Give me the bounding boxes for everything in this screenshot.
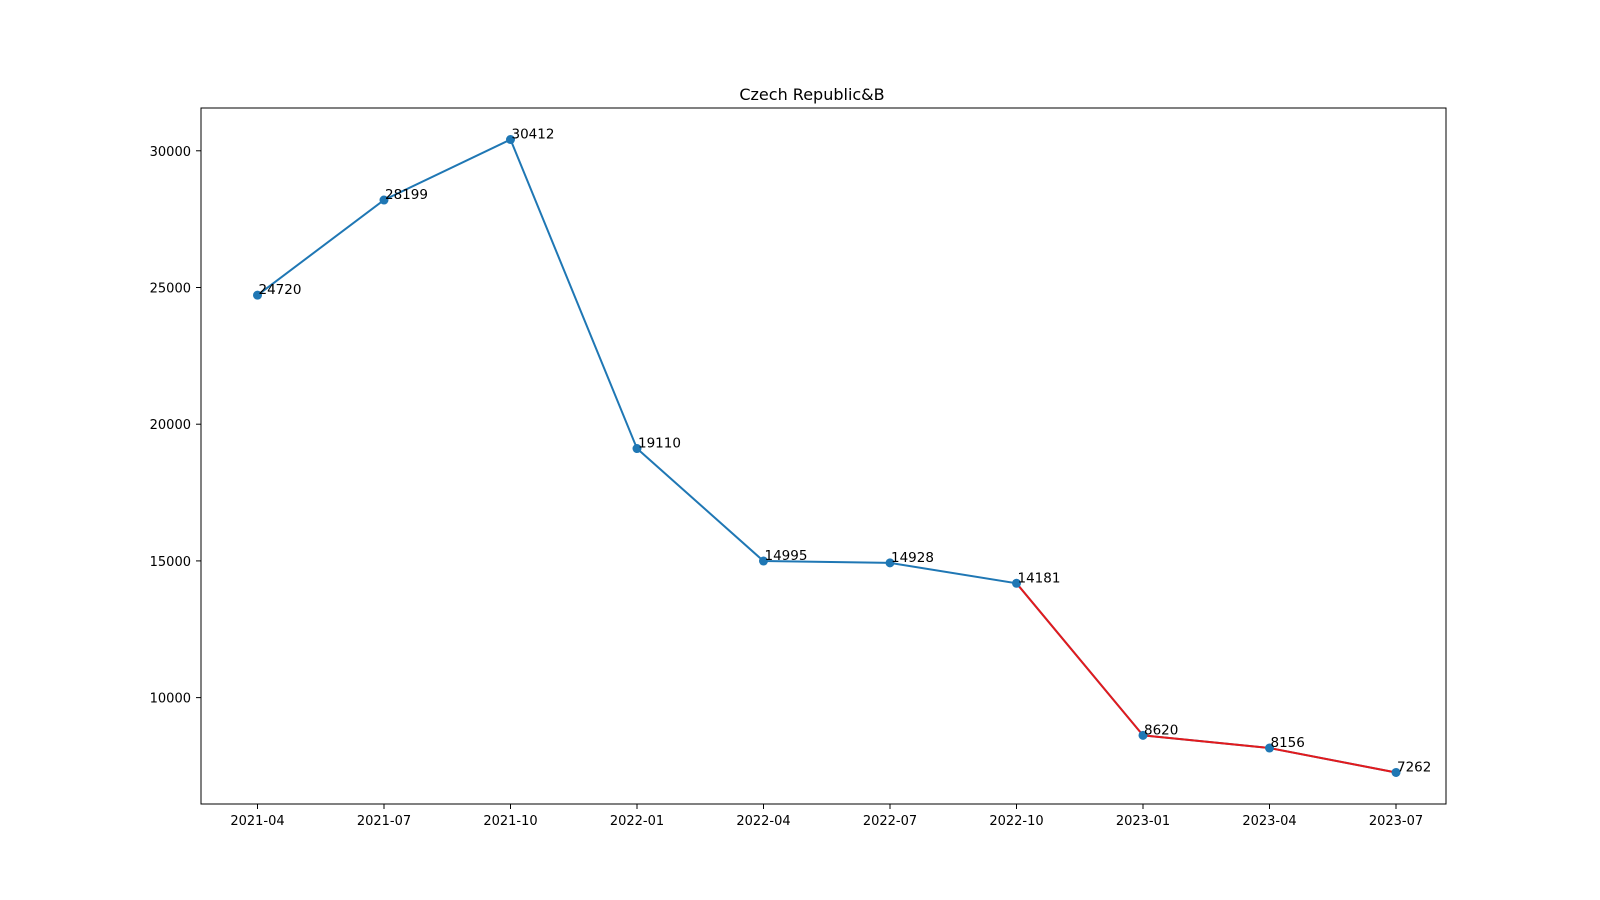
data-label: 28199: [385, 187, 428, 203]
series-line: [256, 138, 1397, 774]
y-tick-label: 15000: [150, 555, 191, 570]
data-point: [1012, 578, 1021, 588]
data-label: 14995: [765, 548, 808, 564]
data-point: [759, 556, 768, 566]
data-label: 14181: [1018, 570, 1061, 586]
x-tick-label: 2023-07: [1369, 814, 1423, 829]
chart-title: Czech Republic&B: [739, 85, 884, 104]
data-point: [1265, 743, 1274, 753]
data-point: [253, 290, 262, 300]
data-label: 30412: [512, 127, 555, 143]
data-label: 19110: [638, 436, 681, 452]
x-tick-label: 2021-04: [230, 814, 284, 829]
data-label: 8620: [1144, 722, 1178, 738]
y-tick-label: 10000: [150, 692, 191, 707]
x-tick-label: 2022-01: [610, 814, 664, 829]
data-point: [506, 135, 515, 145]
y-tick-label: 30000: [150, 145, 191, 160]
data-point: [1391, 767, 1401, 777]
data-label: 24720: [259, 282, 302, 298]
plot-frame: [200, 107, 1447, 805]
x-tick-label: 2022-04: [736, 814, 790, 829]
data-point: [885, 558, 895, 568]
x-tick-label: 2022-10: [989, 814, 1043, 829]
x-tick-label: 2023-04: [1242, 814, 1296, 829]
data-point: [379, 195, 389, 205]
data-label: 7262: [1397, 759, 1431, 775]
x-tick-label: 2021-07: [357, 814, 411, 829]
data-point: [632, 444, 642, 454]
y-tick-label: 25000: [150, 281, 191, 296]
x-tick-label: 2021-10: [483, 814, 537, 829]
highlight-line: [1015, 582, 1397, 774]
data-label: 14928: [891, 550, 934, 566]
data-label: 8156: [1271, 735, 1305, 751]
y-tick-label: 20000: [150, 418, 191, 433]
data-point: [1138, 730, 1148, 740]
x-tick-label: 2022-07: [863, 814, 917, 829]
x-tick-label: 2023-01: [1116, 814, 1170, 829]
